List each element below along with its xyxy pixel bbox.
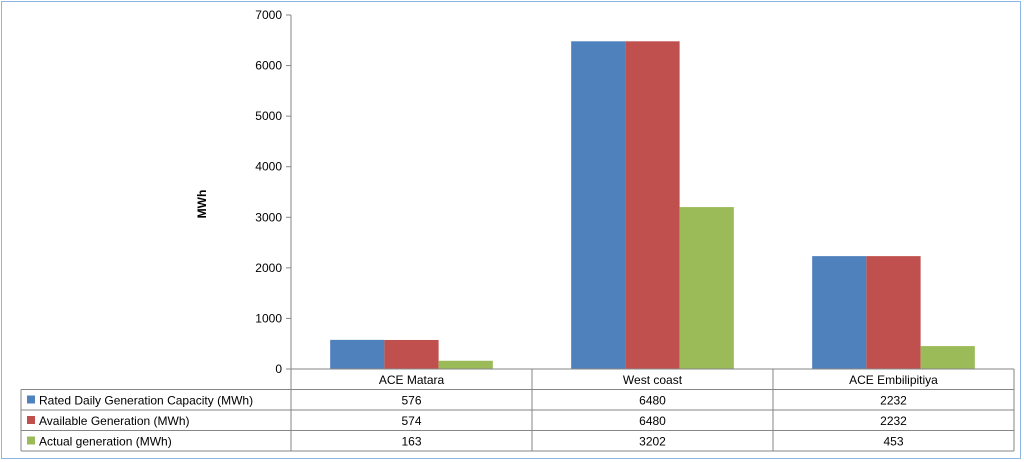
data-table: ACE Matara West coast ACE Embilipitiya Rate… xyxy=(20,369,1015,452)
bar xyxy=(330,339,385,369)
table-cell-value: 6480 xyxy=(639,414,666,428)
table-cell-value: 3202 xyxy=(639,435,666,449)
table-cell-value: 2232 xyxy=(880,394,907,408)
table-cell-value: 453 xyxy=(883,435,903,449)
table-cell-value: 574 xyxy=(401,414,421,428)
table-cell-value: 576 xyxy=(401,394,421,408)
bar xyxy=(571,41,626,369)
legend-key xyxy=(27,436,35,445)
bar xyxy=(812,256,867,369)
bar xyxy=(866,256,921,369)
legend-entry: Actual generation (MWh) xyxy=(39,435,172,449)
bar xyxy=(920,346,975,369)
legend-key xyxy=(27,395,35,404)
y-tick-label: 4000 xyxy=(255,160,282,174)
table-cell-value: 163 xyxy=(401,435,421,449)
y-tick-labels: 0 1000 2000 3000 4000 5000 6000 7000 xyxy=(255,8,282,376)
bar xyxy=(384,339,439,369)
category-label: ACE Embilipitiya xyxy=(849,373,938,387)
legend-key xyxy=(27,416,35,424)
bar xyxy=(438,360,493,369)
legend-entry: Rated Daily Generation Capacity (MWh) xyxy=(39,394,253,408)
y-tick-label: 7000 xyxy=(255,8,282,22)
y-tick-label: 6000 xyxy=(255,59,282,73)
y-tick-label: 1000 xyxy=(255,311,282,325)
bar xyxy=(679,207,734,369)
y-tick-marks xyxy=(286,14,291,370)
y-tick-label: 0 xyxy=(275,362,282,376)
legend-entry: Available Generation (MWh) xyxy=(39,414,190,428)
category-label: ACE Matara xyxy=(379,373,445,387)
category-label: West coast xyxy=(623,373,683,387)
y-tick-label: 3000 xyxy=(255,210,282,224)
table-cell-value: 2232 xyxy=(880,414,907,428)
axes xyxy=(290,15,1014,451)
y-tick-label: 5000 xyxy=(255,109,282,123)
table-cell-value: 6480 xyxy=(639,394,666,408)
y-axis-title: MWh xyxy=(195,190,209,219)
y-tick-label: 2000 xyxy=(255,261,282,275)
bar xyxy=(625,41,680,369)
bars xyxy=(330,41,975,369)
